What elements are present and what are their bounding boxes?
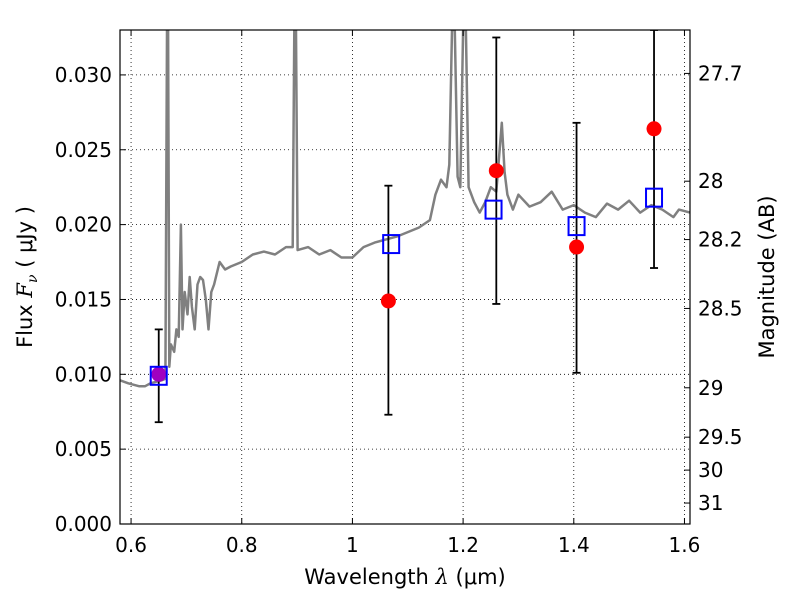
y2-axis-ticks: 27.7 28 28.2 28.5 29 29.5 30 31 xyxy=(684,61,743,515)
observed-point xyxy=(380,293,396,309)
y2-axis-title: Magnitude (AB) xyxy=(755,195,779,358)
y2-tick-label: 29.5 xyxy=(698,425,743,449)
y-tick-label: 0.005 xyxy=(55,437,112,461)
y2-tick-label: 28.2 xyxy=(698,228,743,252)
model-photometry-point xyxy=(149,365,168,386)
observed-point xyxy=(569,239,585,255)
y2-tick-label: 29 xyxy=(698,376,723,400)
y-tick-label: 0.025 xyxy=(55,138,112,162)
observed-point xyxy=(646,121,662,137)
y2-tick-label: 30 xyxy=(698,458,723,482)
observed-points xyxy=(151,121,662,382)
model-photometry-point xyxy=(567,216,586,237)
x-tick-label: 1.4 xyxy=(558,533,590,557)
y2-tick-label: 27.7 xyxy=(698,61,743,85)
plot-frame xyxy=(119,29,691,525)
y2-tick-label: 28 xyxy=(698,169,723,193)
x-tick-label: 1.2 xyxy=(447,533,479,557)
y2-tick-label: 28.5 xyxy=(698,296,743,320)
x-tick-label: 1.6 xyxy=(669,533,701,557)
y-tick-label: 0.030 xyxy=(55,63,112,87)
y-axis-ticks: 0.000 0.005 0.010 0.015 0.020 0.025 0.030 xyxy=(55,63,126,536)
x-axis-title: Wavelength λ (μm) xyxy=(304,565,505,589)
observed-point xyxy=(151,366,167,382)
error-bars xyxy=(154,30,659,424)
y2-tick-label: 31 xyxy=(698,491,723,515)
observed-point xyxy=(488,163,504,179)
x-axis-ticks: 0.6 0.8 1 1.2 1.4 1.6 xyxy=(115,30,700,557)
y-tick-label: 0.010 xyxy=(55,362,112,386)
y-axis-title: Flux Fν ( μJy ) xyxy=(13,206,41,348)
y-tick-label: 0.000 xyxy=(55,512,112,536)
sed-model-line xyxy=(120,30,690,388)
model-photometry-points xyxy=(149,187,664,386)
model-photometry-point xyxy=(645,187,664,208)
grid-lines xyxy=(120,30,690,525)
x-tick-label: 0.8 xyxy=(226,533,258,557)
model-photometry-point xyxy=(484,199,503,220)
model-photometry-point xyxy=(382,234,401,255)
x-tick-label: 0.6 xyxy=(115,533,147,557)
x-tick-label: 1 xyxy=(346,533,359,557)
y-tick-label: 0.020 xyxy=(55,213,112,237)
y-tick-label: 0.015 xyxy=(55,287,112,311)
